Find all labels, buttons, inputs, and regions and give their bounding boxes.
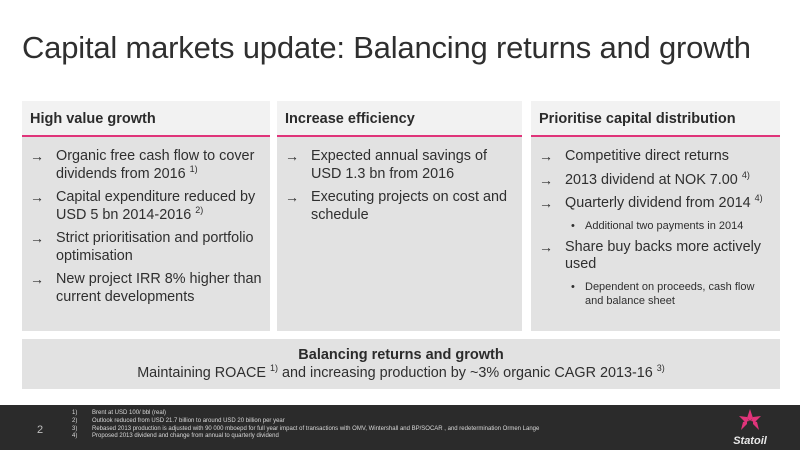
arrow-right-icon: → [539, 171, 553, 188]
footnotes: 1) Brent at USD 100/ bbl (real) 2) Outlook… [72, 410, 539, 441]
footnote: 2) Outlook reduced from USD 21.7 billion … [72, 417, 285, 424]
sub-list-item: • Dependent on proceeds, cash flow and ba… [571, 280, 755, 307]
panel-header: Increase efficiency [277, 101, 522, 137]
arrow-right-icon: → [539, 195, 553, 211]
list-item: → Capital expenditure reduced by USD 5 bn… [30, 189, 256, 223]
star-icon [739, 409, 761, 430]
list-item: → Expected annual savings of USD 1.3 bn f… [285, 148, 488, 182]
footer-bar: 2 1) Brent at USD 100/ bbl (real) 2) Outlo… [0, 405, 800, 450]
list-item: → Quarterly dividend from 2014 4) [539, 193, 763, 211]
dot-icon: • [571, 280, 575, 293]
footnote: 3) Rebased 2013 production is adjusted wi… [72, 425, 540, 432]
footnote: 1) Brent at USD 100/ bbl (real) [72, 410, 167, 416]
arrow-right-icon: → [30, 271, 44, 287]
summary-title: Balancing returns and growth [298, 347, 504, 363]
slide-title: Capital markets update: Balancing return… [22, 30, 751, 65]
summary-box: Balancing returns and growth Maintaining… [22, 339, 780, 389]
logo-wordmark: Statoil [733, 435, 767, 447]
panel-high-value-growth: High value growth → Organic free cash flo… [22, 101, 270, 331]
list-item: → Executing projects on cost and schedule [285, 189, 507, 223]
sub-list-item: • Additional two payments in 2014 [571, 219, 744, 232]
panel-header: Prioritise capital distribution [531, 101, 780, 137]
statoil-logo: Statoil [720, 407, 780, 449]
arrow-right-icon: → [30, 148, 44, 164]
dot-icon: • [571, 219, 575, 232]
summary-text: Maintaining ROACE 1) and increasing prod… [137, 363, 665, 381]
list-item: → New project IRR 8% higher than current … [30, 271, 262, 305]
list-item: → 2013 dividend at NOK 7.00 4) [539, 169, 750, 188]
bullet-list: → Organic free cash flow to cover dividen… [22, 137, 270, 306]
panel-header: High value growth [22, 101, 270, 137]
bullet-list: → Competitive direct returns → 2013 divide… [531, 137, 780, 308]
bullet-list: → Expected annual savings of USD 1.3 bn f… [277, 137, 522, 224]
arrow-right-icon: → [285, 148, 299, 164]
footnote: 4) Proposed 2013 dividend and change from… [72, 433, 279, 440]
page-number: 2 [37, 424, 44, 436]
panel-capital-distribution: Prioritise capital distribution → Competi… [531, 101, 780, 331]
list-item: → Competitive direct returns [539, 148, 729, 164]
list-item: → Organic free cash flow to cover dividen… [30, 148, 255, 182]
panel-increase-efficiency: Increase efficiency → Expected annual sav… [277, 101, 522, 331]
arrow-right-icon: → [285, 189, 299, 205]
arrow-right-icon: → [539, 238, 553, 255]
list-item: → Strict prioritisation and portfolio opt… [30, 230, 254, 264]
arrow-right-icon: → [30, 230, 44, 246]
arrow-right-icon: → [30, 189, 44, 205]
list-item: → Share buy backs more actively used [539, 238, 761, 273]
arrow-right-icon: → [539, 148, 553, 164]
